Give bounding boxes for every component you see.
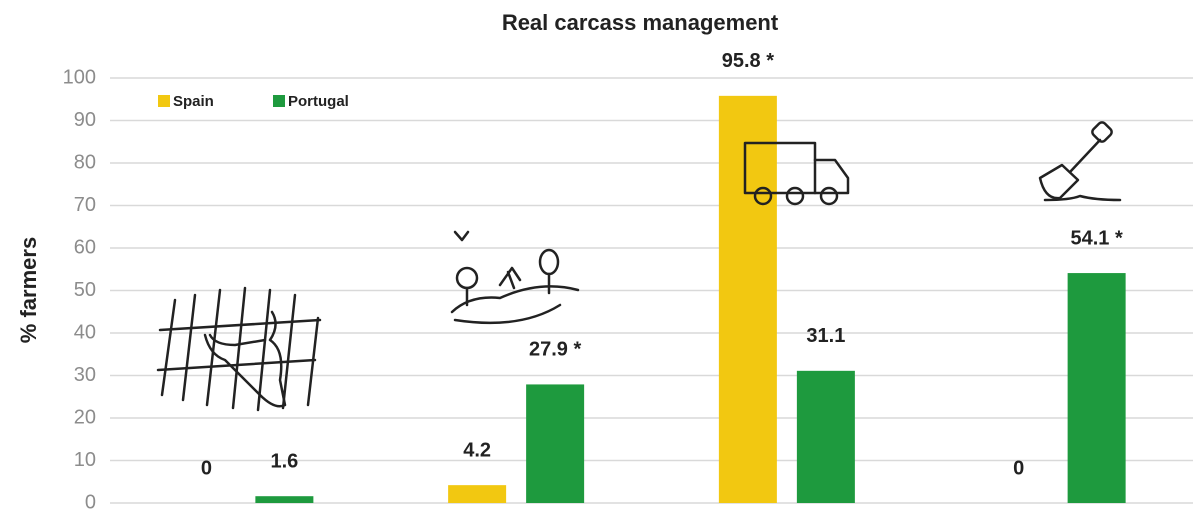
y-tick-label: 60	[74, 236, 96, 258]
icons	[156, 121, 1122, 412]
y-tick-label: 50	[74, 279, 96, 301]
data-label: 31.1	[806, 325, 845, 347]
legend-label: Portugal	[288, 93, 349, 110]
data-label: 0	[1013, 457, 1024, 479]
fence-cow-icon	[156, 286, 322, 412]
y-tick-label: 40	[74, 321, 96, 343]
field-icon	[450, 230, 580, 325]
data-label: 95.8 *	[722, 50, 774, 72]
bar	[1067, 273, 1126, 503]
data-label: 27.9 *	[529, 339, 581, 361]
legend-swatch	[273, 95, 285, 107]
y-tick-label: 70	[74, 194, 96, 216]
data-label: 1.6	[270, 450, 298, 472]
data-label: 54.1 *	[1070, 227, 1122, 249]
y-tick-label: 20	[74, 406, 96, 428]
y-tick-label: 80	[74, 151, 96, 173]
bar	[526, 384, 585, 503]
legend-swatch	[158, 95, 170, 107]
shovel-icon	[1038, 121, 1122, 202]
y-tick-label: 30	[74, 364, 96, 386]
y-tick-label: 100	[63, 66, 96, 88]
truck-icon	[743, 141, 850, 206]
y-axis-label: % farmers	[16, 237, 41, 343]
legend-label: Spain	[173, 93, 214, 110]
y-tick-label: 0	[85, 491, 96, 513]
y-tick-label: 90	[74, 109, 96, 131]
chart-title: Real carcass management	[502, 10, 779, 35]
bar	[718, 95, 777, 503]
bar	[255, 496, 314, 503]
data-label: 0	[201, 457, 212, 479]
data-label: 4.2	[463, 439, 491, 461]
bar	[796, 370, 855, 503]
bar	[448, 485, 507, 503]
y-tick-label: 10	[74, 449, 96, 471]
